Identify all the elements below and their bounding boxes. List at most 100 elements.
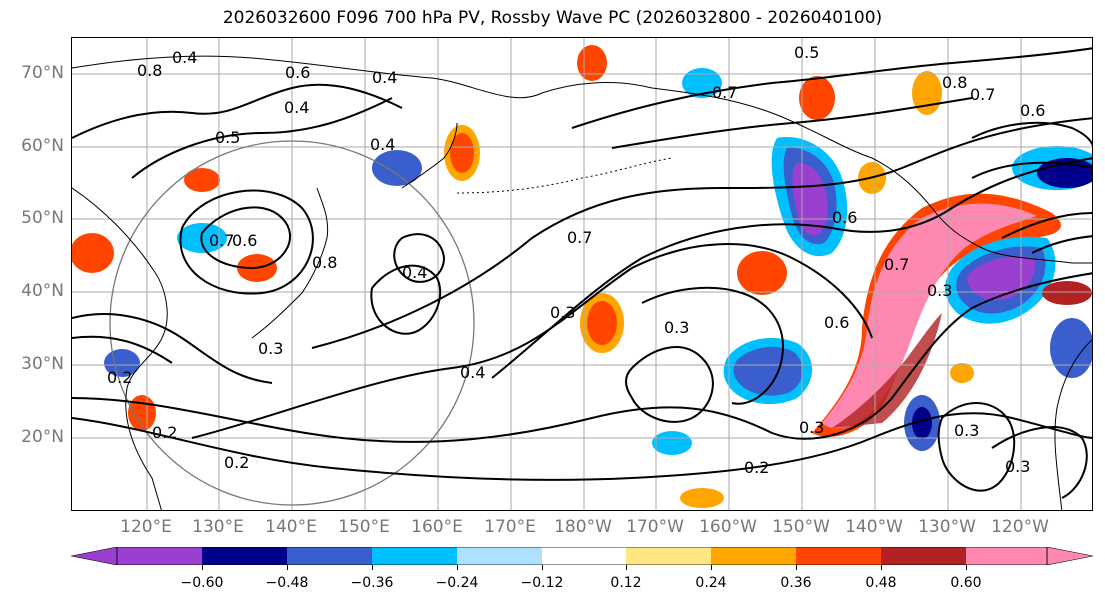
contour-label: 0.8 — [312, 253, 337, 272]
contour-label: 0.4 — [402, 263, 427, 282]
contour-label: 0.2 — [224, 453, 249, 472]
lon-label-120e: 120°E — [120, 517, 172, 537]
colorbar-tick-label: 0.12 — [610, 575, 642, 591]
contour-label: 0.4 — [172, 48, 197, 67]
pv-contour-line — [200, 206, 292, 270]
colorbar-swatch — [287, 547, 372, 565]
colorbar-tickmark — [626, 565, 627, 570]
negative-anomaly-subtropical-core — [733, 346, 803, 396]
negative-anomaly-gulf-peak — [792, 163, 828, 236]
pv-contour-line — [991, 426, 1088, 499]
negative-anomaly-blob — [1050, 318, 1092, 378]
contour-label: 0.6 — [1020, 101, 1045, 120]
pv-contour-line — [571, 47, 1092, 129]
positive-anomaly-blob — [912, 71, 942, 115]
pv-contour-line — [625, 346, 714, 423]
colorbar-swatch — [117, 547, 202, 565]
lon-label-140e: 140°E — [265, 517, 317, 537]
contour-label: 0.3 — [664, 318, 689, 337]
colorbar-tick-label: −0.24 — [435, 575, 479, 591]
contour-label: 0.7 — [884, 255, 909, 274]
pv-contour-line — [370, 264, 442, 335]
colorbar-tickmark — [287, 565, 288, 570]
pv-contour-line — [179, 189, 314, 295]
lon-label-130e: 130°E — [192, 517, 244, 537]
colorbar-canvas — [70, 546, 1094, 566]
map-title: 2026032600 F096 700 hPa PV, Rossby Wave … — [222, 8, 883, 28]
contour-label: 0.4 — [370, 135, 395, 154]
contour-label: 0.6 — [285, 63, 310, 82]
contour-label: 0.3 — [927, 281, 952, 300]
colorbar-swatch — [542, 547, 626, 565]
positive-anomaly-core — [822, 203, 1037, 429]
colorbar-extend-min — [70, 546, 118, 566]
japan-coastline — [251, 187, 329, 339]
coastline — [72, 187, 168, 510]
pv-contour-line — [72, 83, 403, 139]
colorbar-tick-label: 0.60 — [950, 575, 982, 591]
colorbar-swatch — [966, 547, 1047, 565]
contour-label: 0.3 — [258, 339, 283, 358]
contour-label: 0.3 — [550, 303, 575, 322]
pv-contour-line — [191, 243, 873, 439]
pv-contour-line — [72, 272, 1092, 443]
map-canvas: 0.8 0.4 0.6 0.4 0.5 0.4 0.4 0.5 0.7 0.8 … — [72, 38, 1092, 510]
pv-contour-line — [611, 97, 973, 149]
contour-labels: 0.8 0.4 0.6 0.4 0.5 0.4 0.4 0.5 0.7 0.8 … — [107, 43, 1045, 477]
colorbar-tick-label: 0.36 — [780, 575, 812, 591]
contour-label: 0.5 — [794, 43, 819, 62]
colorbar-swatch — [202, 547, 287, 565]
colorbar-swatch — [796, 547, 881, 565]
colorbar-tickmark — [372, 565, 373, 570]
lat-label-30n: 30°N — [21, 354, 64, 374]
lat-label-50n: 50°N — [21, 208, 64, 228]
contour-label: 0.8 — [942, 73, 967, 92]
pv-contour-line — [641, 286, 784, 405]
lon-label-130w: 130°W — [918, 517, 976, 537]
contour-label: 0.3 — [799, 418, 824, 437]
coastlines — [72, 55, 1092, 510]
colorbar-tick-label: 0.48 — [865, 575, 897, 591]
pv-contour-line — [393, 233, 446, 283]
lon-label-170w: 170°W — [626, 517, 684, 537]
lon-label-170e: 170°E — [484, 517, 536, 537]
contour-label: 0.4 — [372, 68, 397, 87]
contour-label: 0.6 — [832, 208, 857, 227]
lat-label-40n: 40°N — [21, 281, 64, 301]
contour-label: 0.6 — [824, 313, 849, 332]
colorbar-tickmark — [881, 565, 882, 570]
pv-contour-line — [971, 121, 1092, 147]
pv-contour-line — [311, 117, 1092, 349]
colorbar — [70, 546, 1094, 566]
colorbar-tick-label: −0.36 — [350, 575, 394, 591]
contour-label: 0.7 — [712, 83, 737, 102]
colorbar-tickmark — [457, 565, 458, 570]
lon-label-150w: 150°W — [772, 517, 830, 537]
lon-label-140w: 140°W — [845, 517, 903, 537]
colorbar-swatch — [626, 547, 711, 565]
contour-label: 0.6 — [232, 231, 257, 250]
colorbar-swatch — [881, 547, 966, 565]
positive-anomaly-edge — [832, 313, 942, 428]
north-america-coastline — [1054, 339, 1092, 510]
positive-anomaly-blob — [799, 76, 835, 120]
contour-label: 0.5 — [215, 128, 240, 147]
lon-label-150e: 150°E — [338, 517, 390, 537]
negative-anomaly-blob — [912, 407, 932, 439]
negative-anomaly-blob — [682, 68, 722, 98]
contour-label: 0.3 — [1005, 457, 1030, 476]
colorbar-tickmark — [542, 565, 543, 570]
lat-label-60n: 60°N — [21, 136, 64, 156]
lat-label-70n: 70°N — [21, 63, 64, 83]
pv-contour-line — [491, 157, 1092, 379]
pv-contours — [72, 47, 1092, 499]
positive-anomaly-blob — [950, 363, 974, 383]
positive-anomaly-blob — [450, 133, 474, 173]
lon-label-120w: 120°W — [991, 517, 1049, 537]
positive-anomaly-blob — [577, 45, 607, 81]
map-panel: 0.8 0.4 0.6 0.4 0.5 0.4 0.4 0.5 0.7 0.8 … — [71, 37, 1093, 511]
positive-anomaly-blob — [72, 233, 114, 273]
colorbar-tick-label: −0.48 — [265, 575, 309, 591]
colorbar-tickmark — [966, 565, 967, 570]
colorbar-tick-label: −0.60 — [180, 575, 224, 591]
